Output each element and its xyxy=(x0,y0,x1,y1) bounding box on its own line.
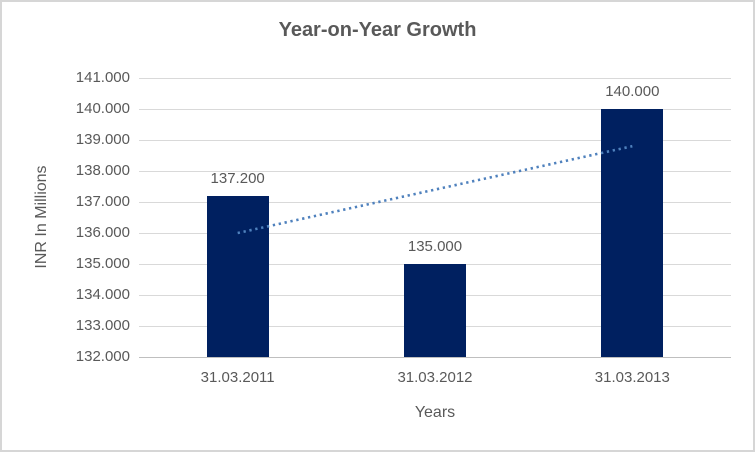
gridline xyxy=(139,140,731,141)
y-tick-label: 138.000 xyxy=(75,162,130,179)
gridline xyxy=(139,202,731,203)
x-tick-label: 31.03.2013 xyxy=(594,369,670,386)
y-tick-label: 141.000 xyxy=(75,69,130,86)
chart-title: Year-on-Year Growth xyxy=(278,19,477,41)
y-tick-label: 137.000 xyxy=(75,193,130,210)
x-tick-label: 31.03.2012 xyxy=(397,369,473,386)
y-tick-label: 139.000 xyxy=(75,131,130,148)
gridline xyxy=(139,78,731,79)
y-tick-label: 132.000 xyxy=(75,348,130,365)
data-label: 140.000 xyxy=(605,83,660,100)
data-label: 137.200 xyxy=(210,169,265,187)
y-tick-label: 133.000 xyxy=(75,317,130,334)
data-label: 135.000 xyxy=(407,238,463,255)
y-tick-label: 135.000 xyxy=(75,255,130,272)
y-tick-label: 140.000 xyxy=(75,100,130,117)
x-tick-label: 31.03.2011 xyxy=(200,369,275,386)
gridline xyxy=(139,233,731,234)
bar-31.03.2013 xyxy=(601,109,664,357)
gridline xyxy=(139,171,731,172)
y-tick-label: 136.000 xyxy=(75,224,130,241)
bar-31.03.2012 xyxy=(404,264,466,357)
bar-31.03.2011 xyxy=(206,195,269,357)
gridline xyxy=(139,109,731,110)
x-axis-title: Years xyxy=(414,404,456,421)
x-axis-line xyxy=(139,357,731,358)
y-tick-label: 134.000 xyxy=(75,286,130,303)
